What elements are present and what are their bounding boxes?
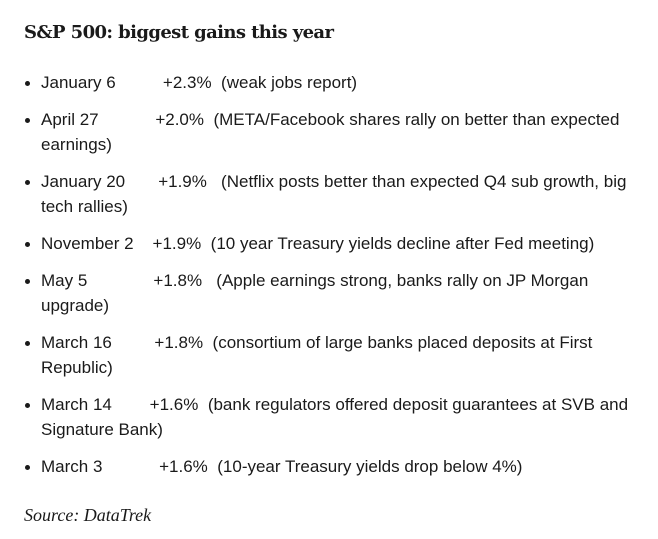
gains-list: January 6 +2.3% (weak jobs report) April… — [0, 70, 658, 491]
item-note: (10 year Treasury yields decline after F… — [210, 234, 595, 253]
list-item: March 16 +1.8% (consortium of large bank… — [0, 330, 658, 380]
item-change: +1.6% — [159, 457, 208, 476]
item-change: +1.8% — [153, 271, 203, 290]
item-date: March 16 — [41, 333, 112, 352]
page-title: S&P 500: biggest gains this year — [24, 22, 334, 43]
list-item: January 6 +2.3% (weak jobs report) — [0, 70, 658, 95]
item-change: +1.6% — [149, 395, 199, 414]
list-item: May 5 +1.8% (Apple earnings strong, bank… — [0, 268, 658, 318]
item-date: April 27 — [41, 110, 99, 129]
list-item: November 2 +1.9% (10 year Treasury yield… — [0, 231, 658, 256]
source-note: Source: DataTrek — [24, 505, 152, 525]
bullet-icon — [25, 403, 30, 408]
item-note: (consortium of large banks placed deposi… — [41, 333, 593, 377]
list-item: April 27 +2.0% (META/Facebook shares ral… — [0, 107, 658, 157]
list-item: January 20 +1.9% (Netflix posts better t… — [0, 169, 658, 219]
item-note: (10-year Treasury yields drop below 4%) — [217, 457, 523, 476]
item-change: +1.8% — [154, 333, 204, 352]
item-date: January 6 — [41, 73, 116, 92]
bullet-icon — [25, 242, 30, 247]
bullet-icon — [25, 180, 30, 185]
item-date: May 5 — [41, 271, 88, 290]
item-date: November 2 — [41, 234, 134, 253]
item-change: +2.3% — [162, 73, 212, 92]
item-note: (bank regulators offered deposit guarant… — [41, 395, 629, 439]
item-date: March 14 — [41, 395, 112, 414]
bullet-icon — [25, 279, 30, 284]
bullet-icon — [25, 341, 30, 346]
item-note: (Netflix posts better than expected Q4 s… — [41, 172, 627, 216]
item-date: January 20 — [41, 172, 126, 191]
item-change: +1.9% — [152, 234, 202, 253]
item-change: +2.0% — [155, 110, 205, 129]
list-item: March 14 +1.6% (bank regulators offered … — [0, 392, 658, 442]
item-change: +1.9% — [158, 172, 207, 191]
item-note: (META/Facebook shares rally on better th… — [41, 110, 620, 154]
item-date: March 3 — [41, 457, 103, 476]
bullet-icon — [25, 118, 30, 123]
item-note: (weak jobs report) — [221, 73, 358, 92]
item-note: (Apple earnings strong, banks rally on J… — [41, 271, 589, 315]
bullet-icon — [25, 465, 30, 470]
bullet-icon — [25, 81, 30, 86]
list-item: March 3 +1.6% (10-year Treasury yields d… — [0, 454, 658, 479]
